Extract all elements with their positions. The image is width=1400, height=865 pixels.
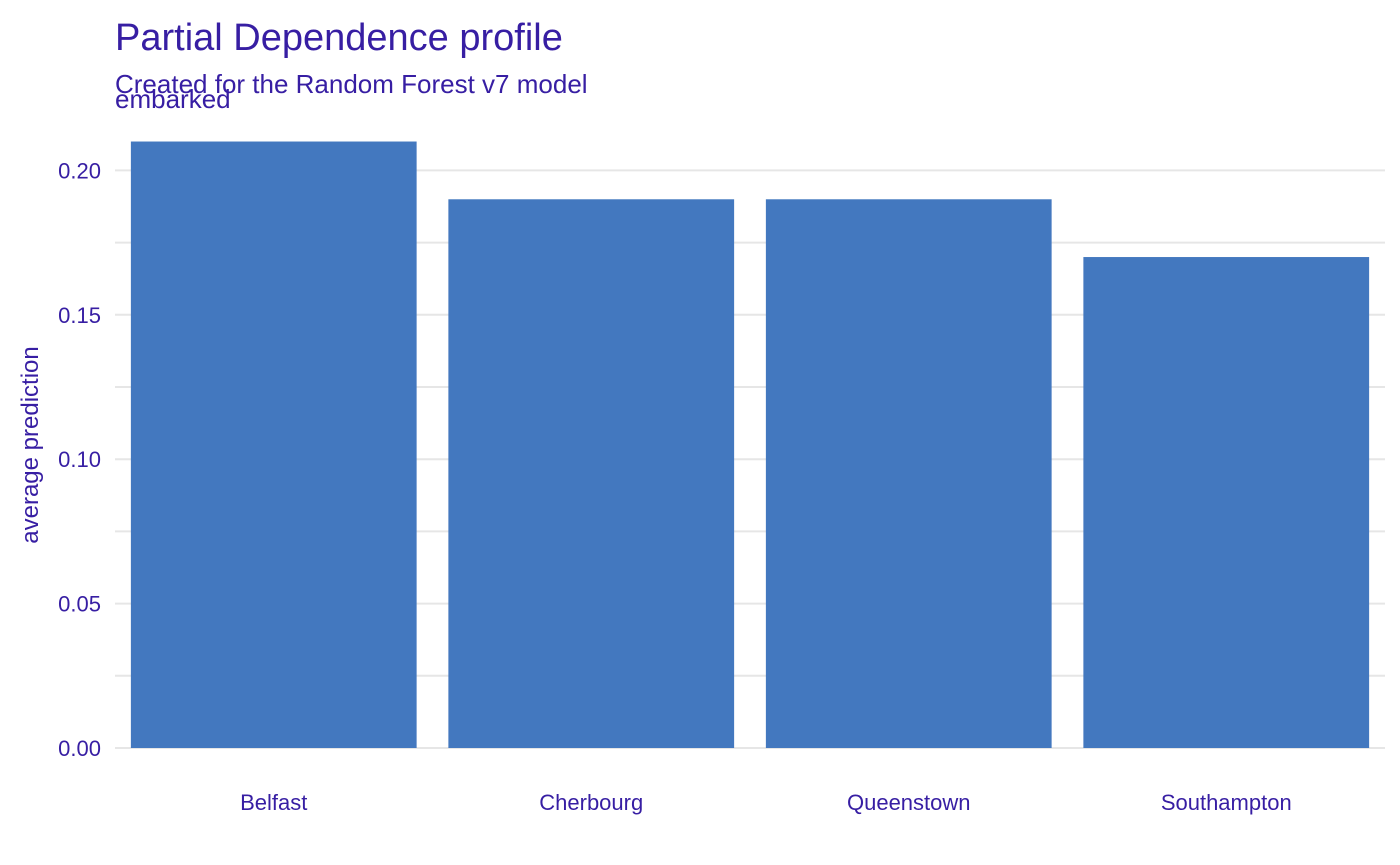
chart-subtitle: Created for the Random Forest v7 model (115, 69, 588, 99)
bar (765, 199, 1052, 748)
y-tick-label: 0.00 (58, 736, 101, 761)
x-tick-label: Cherbourg (539, 790, 643, 815)
y-axis-ticks: 0.00 0.05 0.10 0.15 0.20 (58, 158, 101, 761)
chart-title: Partial Dependence profile (115, 17, 563, 59)
y-tick-label: 0.20 (58, 158, 101, 183)
x-tick-label: Southampton (1161, 790, 1292, 815)
bar (1083, 257, 1370, 748)
y-tick-label: 0.15 (58, 303, 101, 328)
bars (130, 141, 1370, 748)
x-tick-label: Belfast (240, 790, 307, 815)
x-tick-label: Queenstown (847, 790, 971, 815)
y-tick-label: 0.05 (58, 592, 101, 617)
x-axis-ticks: Belfast Cherbourg Queenstown Southampton (240, 790, 1292, 815)
bar (448, 199, 735, 748)
bar (130, 141, 417, 748)
y-tick-label: 0.10 (58, 447, 101, 472)
facet-label: embarked (115, 84, 231, 114)
y-axis-title: average prediction (17, 346, 44, 543)
